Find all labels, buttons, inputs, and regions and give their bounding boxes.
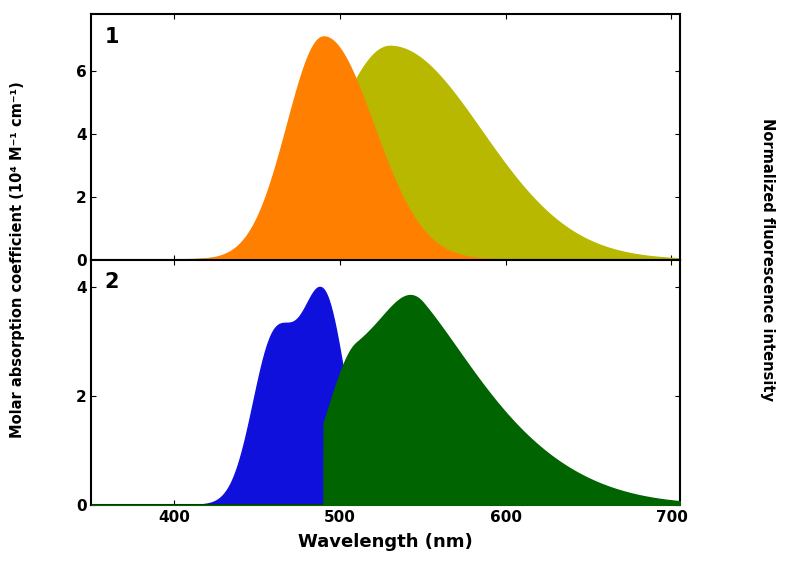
Text: Normalized fluorescence intensity: Normalized fluorescence intensity xyxy=(760,118,774,401)
Text: 1: 1 xyxy=(104,27,119,47)
Text: Molar absorption coefficient (10⁴ M⁻¹ cm⁻¹): Molar absorption coefficient (10⁴ M⁻¹ cm… xyxy=(10,81,25,438)
X-axis label: Wavelength (nm): Wavelength (nm) xyxy=(298,533,473,551)
Text: 2: 2 xyxy=(104,272,119,292)
